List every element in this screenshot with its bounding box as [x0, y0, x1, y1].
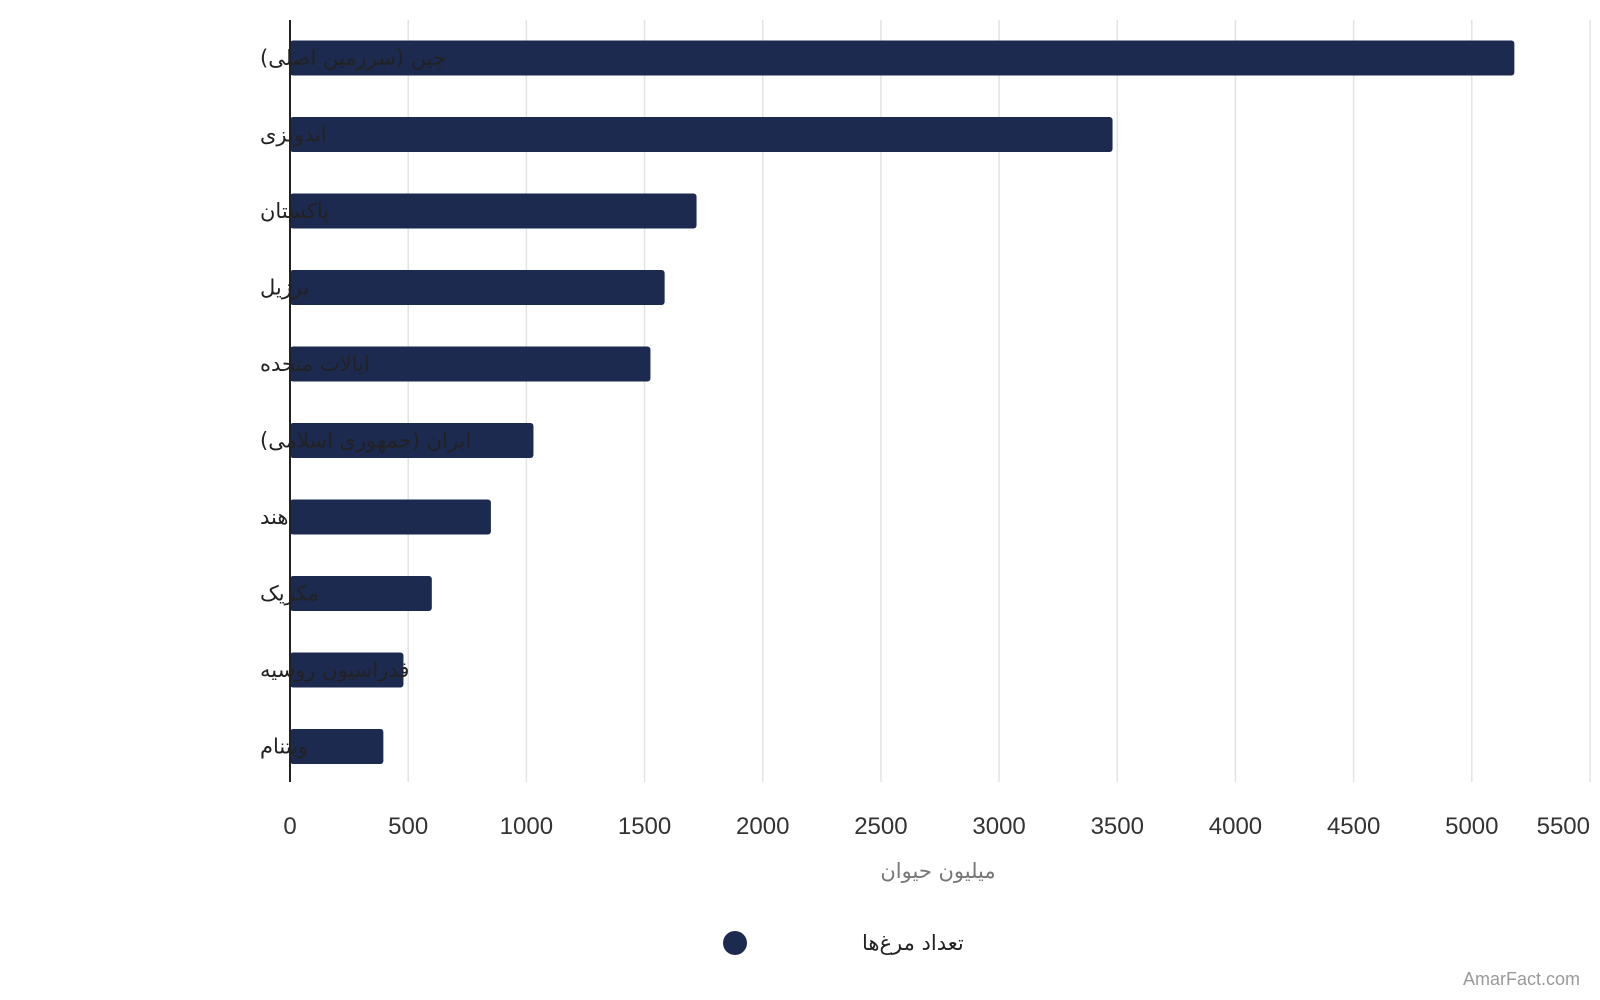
x-tick-label: 0 — [283, 813, 296, 840]
x-tick-label: 3000 — [972, 813, 1025, 840]
bar — [290, 193, 697, 229]
bars — [290, 40, 1515, 764]
bar — [290, 423, 534, 458]
bar — [290, 499, 491, 535]
legend-label: تعداد مرغ‌ها — [862, 931, 964, 955]
legend: تعداد مرغ‌ها — [723, 931, 964, 955]
category-label: هند — [260, 505, 288, 529]
bar — [290, 729, 384, 764]
category-label: اندونزی — [260, 123, 327, 147]
x-tick-label: 2500 — [854, 813, 907, 840]
x-tick-label: 5500 — [1537, 813, 1590, 840]
bar — [290, 40, 1515, 76]
category-label: چین (سرزمین اصلی) — [260, 46, 446, 70]
watermark: AmarFact.com — [1462, 969, 1580, 989]
x-tick-labels: 0 500 1000 1500 2000 2500 3000 3500 4000 4500 5000… — [283, 813, 1590, 840]
x-tick-label: 500 — [388, 813, 428, 840]
category-label: فدراسیون روسیه — [260, 658, 409, 682]
x-tick-label: 4000 — [1209, 813, 1262, 840]
x-axis-title: میلیون حیوان — [880, 859, 995, 883]
category-label: برزیل — [260, 276, 309, 300]
category-label: ایالات متحده — [260, 352, 370, 376]
category-label: ویتنام — [260, 735, 308, 759]
bar — [290, 346, 651, 382]
category-label: ایران (جمهوری اسلامی) — [260, 429, 471, 453]
bar — [290, 576, 432, 611]
bar — [290, 652, 404, 688]
x-tick-label: 1500 — [618, 813, 671, 840]
category-label: پاکستان — [260, 199, 329, 223]
legend-swatch — [723, 931, 747, 955]
category-label: مکزیک — [260, 582, 319, 606]
bar — [290, 270, 665, 305]
bar — [290, 117, 1113, 152]
category-labels: چین (سرزمین اصلی) اندونزی پاکستان برزیل ایال… — [260, 46, 471, 759]
x-tick-label: 3500 — [1091, 813, 1144, 840]
x-tick-label: 1000 — [500, 813, 553, 840]
x-tick-label: 2000 — [736, 813, 789, 840]
x-tick-label: 4500 — [1327, 813, 1380, 840]
x-tick-label: 5000 — [1445, 813, 1498, 840]
